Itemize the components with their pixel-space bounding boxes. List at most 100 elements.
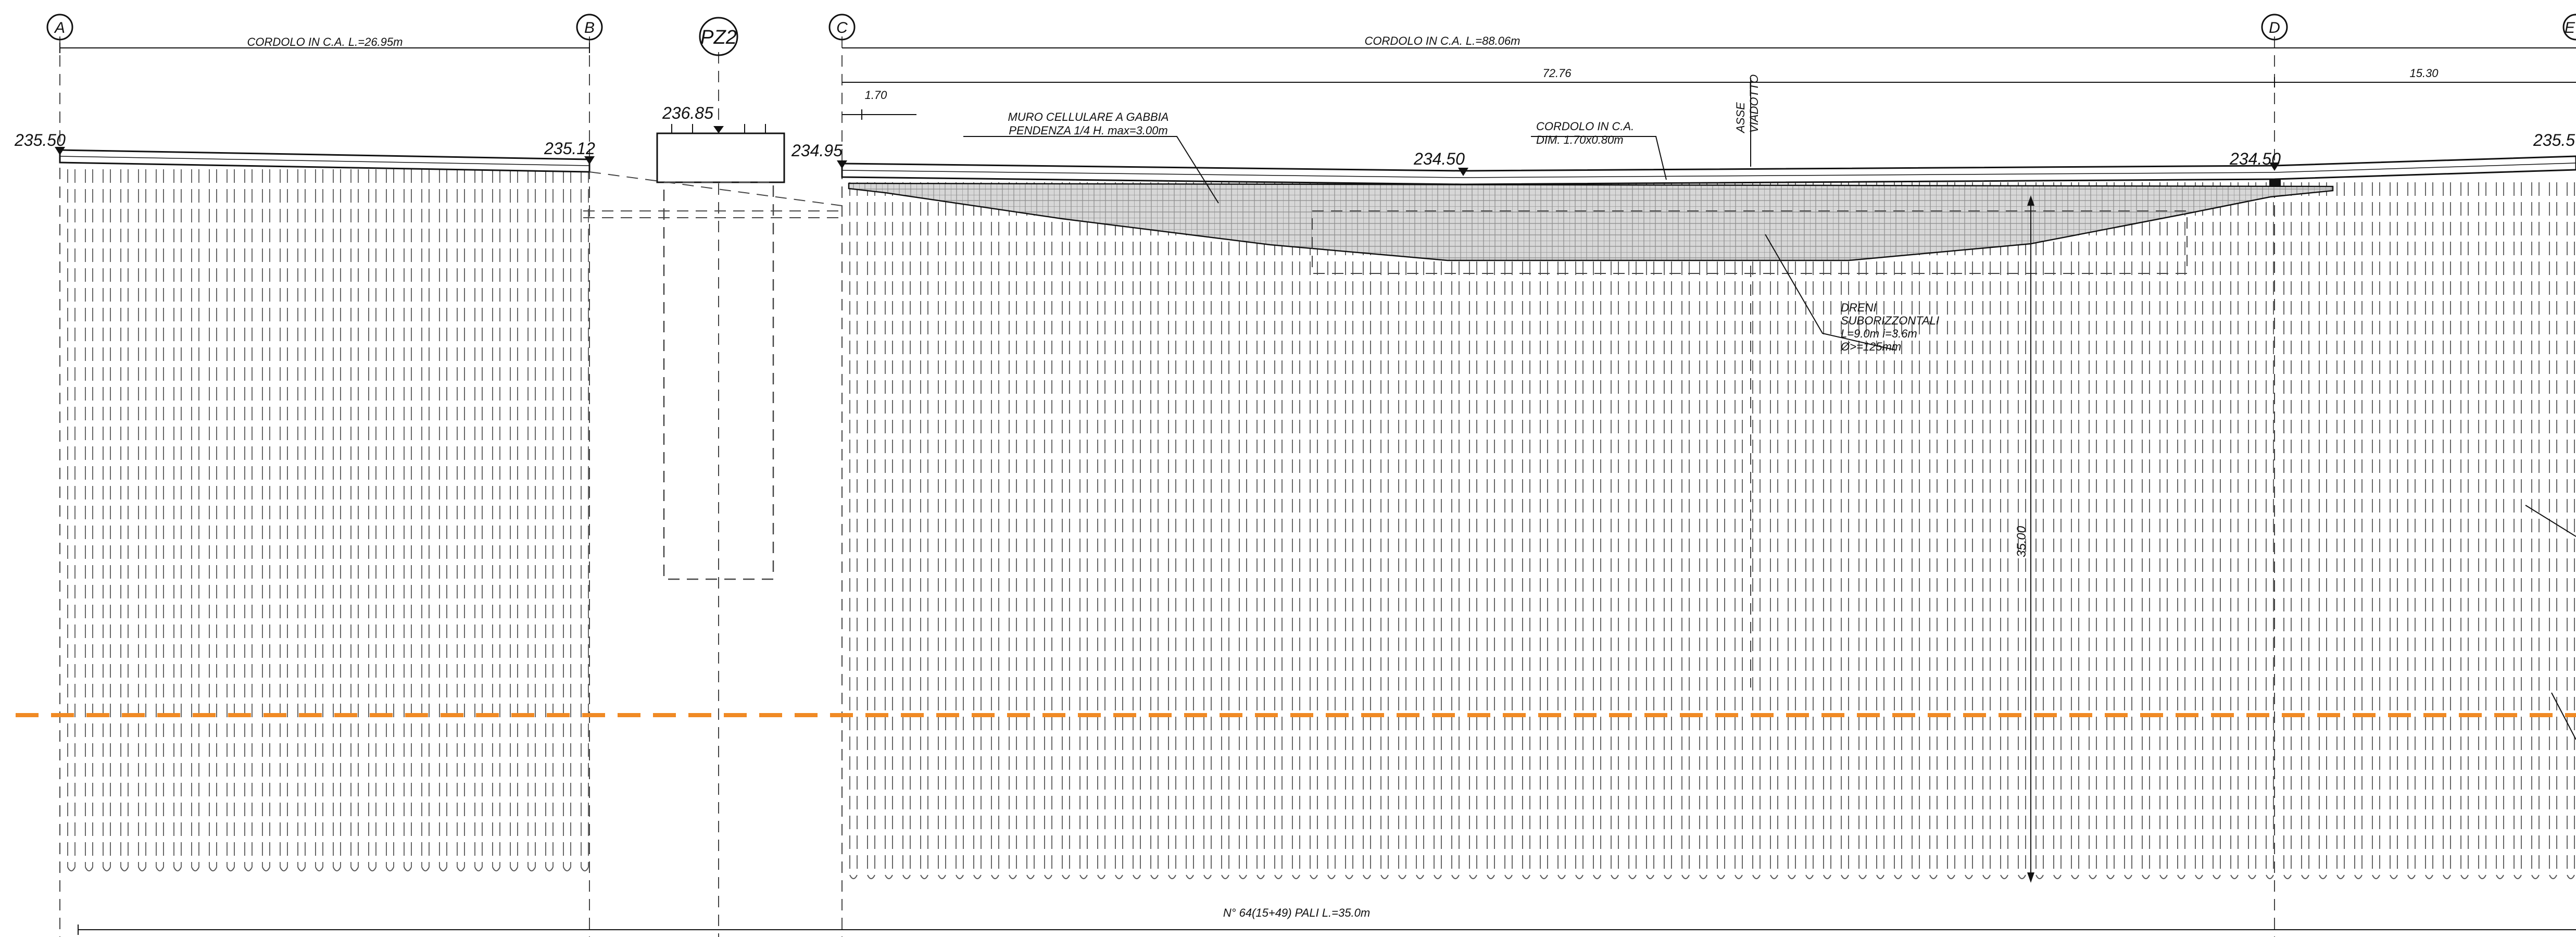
pile-toe <box>1115 874 1123 879</box>
pile-toe <box>1487 874 1495 879</box>
pile-toe <box>1965 874 1973 879</box>
dim-cordolo-right: CORDOLO IN C.A. L.=88.06m <box>1365 34 1521 47</box>
pile-toe <box>2124 874 2132 879</box>
pile-toe <box>2071 874 2079 879</box>
pile-toe <box>2248 874 2256 879</box>
pile-toe <box>885 874 893 879</box>
pile-toe <box>2230 874 2239 879</box>
pile-toe <box>2018 874 2026 879</box>
dim-span-1: 72.76 <box>1542 67 1572 80</box>
pile-toe <box>1646 874 1654 879</box>
pile-toe <box>1451 874 1460 879</box>
leaders <box>963 78 1896 351</box>
pile-toe <box>120 867 129 871</box>
pile-toe <box>902 874 911 879</box>
pile-toe <box>510 867 518 871</box>
elevation-a: 235.50 <box>14 131 66 149</box>
pile-toe <box>333 867 341 871</box>
pile-toe <box>581 867 589 871</box>
note-cordolo-line2: DIM. 1.70x0.80m <box>1536 133 1624 146</box>
pile-toe <box>1894 874 1902 879</box>
edge-leaders <box>2525 505 2576 740</box>
dim-piles-total: N° 64(15+49) PALI L.=35.0m <box>1223 906 1370 919</box>
dim-depth: 35.00 <box>2015 526 2029 557</box>
pile-toe <box>1717 874 1725 879</box>
pile-toe <box>2460 874 2469 879</box>
elevation-mid: 234.50 <box>1413 149 1465 168</box>
pile-toe <box>1274 874 1283 879</box>
pile-toe <box>1823 874 1831 879</box>
pile-toe <box>1540 874 1548 879</box>
pile-toe <box>920 874 928 879</box>
pile-toe <box>492 867 500 871</box>
pile-toe <box>973 874 982 879</box>
pile-toe <box>2354 874 2363 879</box>
pile-toe <box>2425 874 2433 879</box>
pile-toe <box>1079 874 1088 879</box>
axis-bubbles: A B PZ2 C D E <box>46 14 2576 56</box>
pile-toe <box>2549 874 2557 879</box>
depth-dimension <box>2027 195 2034 883</box>
axis-bubble-pz2: PZ2 <box>699 17 738 56</box>
pile-toe <box>404 867 412 871</box>
pile-toe <box>1699 874 1707 879</box>
pile-toe <box>1133 874 1141 879</box>
cellular-wall <box>848 182 2334 274</box>
pile-toe <box>2159 874 2168 879</box>
pile-toe <box>1150 874 1159 879</box>
pile-toe <box>1947 874 1955 879</box>
note-dreni-line1: DRENI <box>1841 301 1876 314</box>
pile-toe <box>1009 874 1017 879</box>
pile-toe <box>2372 874 2380 879</box>
pile-toe <box>1469 874 1477 879</box>
pile-toe <box>103 867 111 871</box>
pile-toe <box>209 867 217 871</box>
pile-toe <box>527 867 536 871</box>
bottom-dimension <box>78 924 2576 935</box>
pile-toe <box>1097 874 1105 879</box>
pile-toe <box>1186 874 1194 879</box>
pile-toe <box>1593 874 1601 879</box>
pile-toe <box>2000 874 2008 879</box>
axis-label-c: C <box>836 19 848 36</box>
note-dreni-line3: L=9.0m i=3.6m <box>1841 327 1917 340</box>
pile-toe <box>2053 874 2062 879</box>
pile-toe <box>1239 874 1247 879</box>
pile-toe <box>262 867 270 871</box>
elevation-pz2: 236.85 <box>662 104 713 122</box>
pile-toe <box>545 867 554 871</box>
pile-toe <box>1168 874 1176 879</box>
pile-toe <box>67 867 76 871</box>
pile-toe <box>1292 874 1300 879</box>
pile-toe <box>2301 874 2309 879</box>
dim-offset: 1.70 <box>865 89 888 102</box>
pile-toe <box>227 867 235 871</box>
pile-toe <box>1345 874 1353 879</box>
pile-toe <box>2035 874 2044 879</box>
axis-bubble-a: A <box>46 14 73 41</box>
pile-toe <box>2177 874 2185 879</box>
axis-label-d: D <box>2269 19 2280 36</box>
pile-toe <box>1876 874 1884 879</box>
cordolo-right <box>837 155 2576 195</box>
axis-label-a: A <box>54 19 65 36</box>
dim-span-2: 15.30 <box>2409 67 2439 80</box>
note-cordolo-line1: CORDOLO IN C.A. <box>1536 120 1634 133</box>
pile-toe <box>1221 874 1229 879</box>
axis-label-e: E <box>2565 19 2575 36</box>
pile-toe <box>2195 874 2203 879</box>
pile-toe <box>1982 874 1991 879</box>
cordolo-left <box>55 147 595 173</box>
pile-toe <box>1611 874 1619 879</box>
pile-toe <box>1912 874 1920 879</box>
pile-toe <box>1504 874 1513 879</box>
pile-toe <box>85 867 93 871</box>
pile-toe <box>138 867 146 871</box>
pile-toe <box>191 867 199 871</box>
dim-cordolo-left: CORDOLO IN C.A. L.=26.95m <box>247 35 403 48</box>
pile-toe <box>991 874 999 879</box>
pile-toe <box>1380 874 1389 879</box>
pile-toe <box>1841 874 1849 879</box>
elevation-b: 235.12 <box>544 139 595 158</box>
pile-toe <box>938 874 946 879</box>
